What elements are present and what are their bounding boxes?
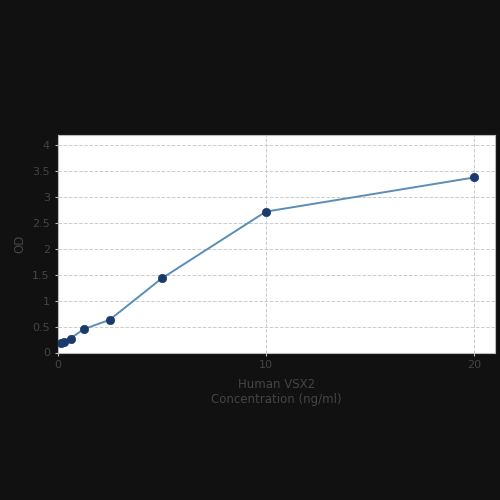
X-axis label: Human VSX2
Concentration (ng/ml): Human VSX2 Concentration (ng/ml) xyxy=(211,378,342,406)
Y-axis label: OD: OD xyxy=(14,234,26,253)
